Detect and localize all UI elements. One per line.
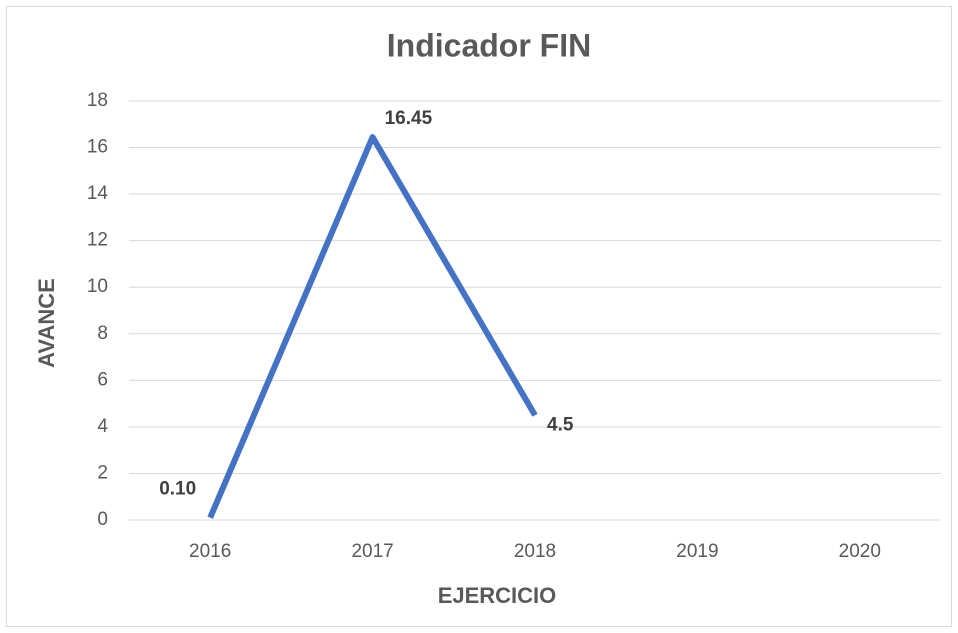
x-tick-label: 2020 — [839, 541, 881, 562]
chart-title: Indicador FIN — [387, 27, 591, 63]
y-tick-label: 8 — [97, 323, 108, 344]
x-axis-title: EJERCICIO — [438, 583, 557, 608]
line — [207, 134, 538, 519]
y-tick-label: 18 — [87, 90, 108, 111]
data-label: 16.45 — [385, 108, 433, 129]
y-tick-label: 2 — [97, 462, 108, 483]
y-tick-label: 14 — [87, 183, 109, 204]
y-tick-label: 12 — [87, 230, 108, 251]
data-label: 4.5 — [547, 414, 574, 435]
x-tick-label: 2017 — [351, 541, 393, 562]
y-tick-label: 10 — [87, 276, 108, 297]
x-tick-label: 2016 — [189, 541, 231, 562]
y-tick-label: 6 — [97, 369, 108, 390]
y-tick-label: 0 — [97, 509, 108, 530]
data-label: 0.10 — [159, 479, 196, 500]
x-tick-label: 2019 — [676, 541, 718, 562]
y-tick-label: 4 — [97, 416, 108, 437]
y-tick-label: 16 — [87, 137, 108, 158]
x-tick-label: 2018 — [514, 541, 556, 562]
y-axis-title: AVANCE — [34, 278, 59, 368]
